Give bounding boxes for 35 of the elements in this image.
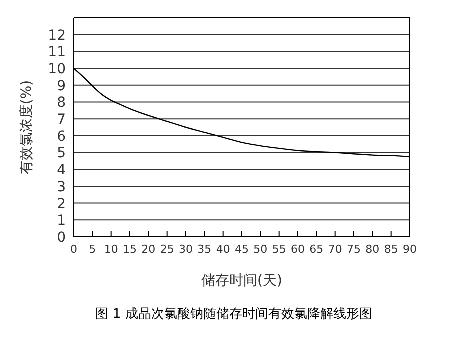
x-tick-label: 5 [89,242,96,256]
x-tick-label: 40 [216,242,230,256]
x-tick-label: 75 [347,242,361,256]
x-tick-label: 15 [123,242,137,256]
x-tick-label: 50 [254,242,268,256]
x-tick-label: 10 [104,242,118,256]
y-tick-label: 11 [48,44,66,61]
y-tick-label: 2 [57,196,66,212]
x-tick-label: 70 [328,242,342,256]
x-tick-label: 60 [291,242,305,256]
y-tick-label: 3 [57,179,66,196]
x-tick-label: 20 [142,242,156,256]
y-tick-label: 1 [57,213,66,230]
x-tick-label: 85 [384,242,398,256]
y-tick-label: 0 [57,230,66,246]
y-tick-label: 5 [57,146,66,162]
y-tick-label: 6 [57,128,66,145]
x-tick-label: 45 [235,242,249,256]
caption: 图 1 成品次氯酸钠随储存时间有效氯降解线形图 [94,306,374,323]
x-tick-label: 55 [272,242,286,256]
x-tick-label: 80 [366,242,380,256]
y-tick-label: 9 [57,78,66,94]
y-tick-label: 12 [48,28,66,44]
y-tick-label: 4 [57,162,66,179]
x-tick-label: 25 [160,242,174,256]
x-tick-label: 0 [70,242,78,256]
x-axis-title: 储存时间(天) [202,273,282,289]
x-tick-label: 30 [179,242,193,256]
x-tick-label: 35 [198,242,212,256]
y-tick-label: 7 [57,112,66,128]
y-tick-label: 10 [48,62,66,78]
x-tick-label: 90 [403,242,417,256]
y-axis-title: 有效氯浓度(%) [18,80,35,175]
x-tick-label: 65 [310,242,324,256]
y-tick-label: 8 [57,95,66,112]
